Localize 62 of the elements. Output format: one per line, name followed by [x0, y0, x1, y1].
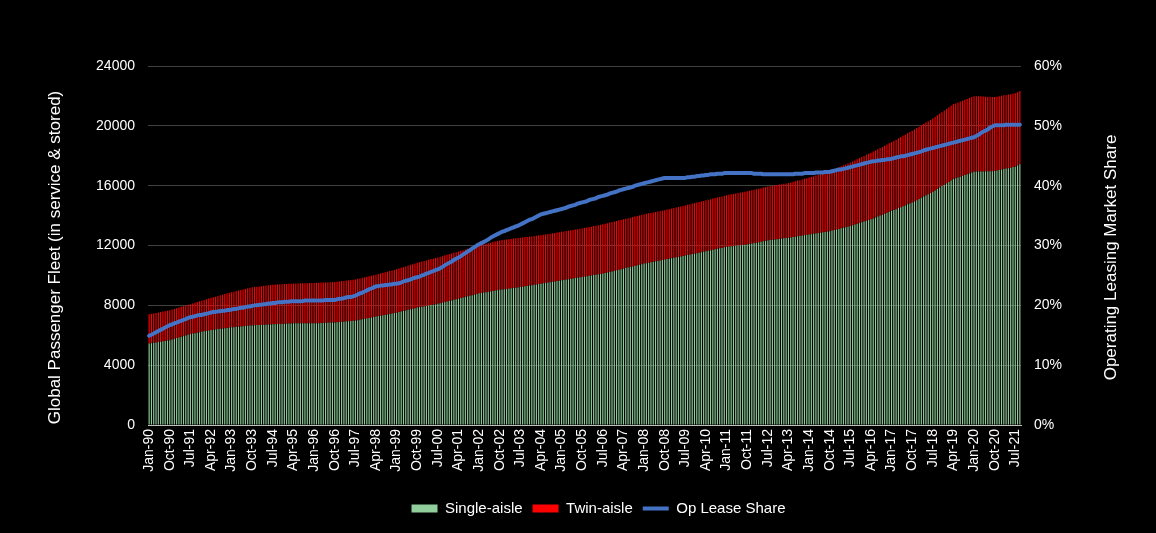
- x-tick-label: Oct-14: [820, 428, 837, 472]
- y2-tick-label: 0%: [1034, 415, 1055, 432]
- x-tick-label: Jul-94: [263, 428, 280, 468]
- x-tick-label: Jan-90: [140, 428, 157, 472]
- x-tick-label: Oct-93: [243, 428, 260, 472]
- x-tick-label: Apr-01: [449, 428, 466, 472]
- x-tick-label: Oct-20: [985, 428, 1002, 472]
- x-tick-label: Jan-08: [634, 428, 651, 472]
- legend-label: Op Lease Share: [676, 498, 786, 516]
- x-tick-label: Jul-00: [428, 428, 445, 468]
- y-tick-label: 8000: [103, 296, 136, 313]
- y-tick-label: 24000: [96, 56, 136, 73]
- y-tick-label: 0: [127, 415, 136, 432]
- x-tick-label: Apr-95: [284, 428, 301, 472]
- x-tick-label: Jan-14: [799, 428, 816, 472]
- legend-label: Single-aisle: [445, 498, 523, 516]
- x-tick-label: Oct-99: [408, 428, 425, 472]
- x-tick-label: Apr-04: [531, 428, 548, 472]
- y2-tick-label: 30%: [1034, 236, 1063, 253]
- y-tick-label: 4000: [103, 356, 136, 373]
- y2-tick-label: 10%: [1034, 356, 1063, 373]
- x-tick-label: Jul-12: [758, 428, 775, 468]
- x-tick-label: Jan-17: [882, 428, 899, 472]
- x-tick-label: Jul-18: [923, 428, 940, 468]
- x-tick-label: Jul-09: [676, 428, 693, 468]
- y2-tick-label: 60%: [1034, 56, 1063, 73]
- y-tick-label: 16000: [96, 176, 136, 193]
- y2-tick-label: 50%: [1034, 116, 1063, 133]
- x-tick-label: Jan-20: [964, 428, 981, 472]
- x-tick-label: Jul-97: [346, 428, 363, 468]
- x-tick-label: Oct-96: [325, 428, 342, 472]
- x-tick-label: Jan-99: [387, 428, 404, 472]
- x-tick-label: Jul-91: [181, 428, 198, 468]
- x-tick-label: Apr-07: [614, 428, 631, 472]
- x-tick-label: Jan-05: [552, 428, 569, 472]
- x-tick-label: Oct-08: [655, 428, 672, 472]
- y-axis-title: Global Passenger Fleet (in service & stored): [44, 90, 64, 425]
- y2-axis-title: Operating Leasing Market Share: [1100, 134, 1120, 381]
- x-tick-label: Oct-17: [903, 428, 920, 472]
- x-tick-label: Apr-10: [696, 428, 713, 472]
- x-tick-label: Apr-92: [201, 428, 218, 472]
- x-tick-label: Jul-15: [841, 428, 858, 468]
- y2-tick-label: 20%: [1034, 296, 1063, 313]
- x-tick-label: Oct-90: [160, 428, 177, 472]
- x-tick-label: Jul-21: [1006, 428, 1023, 468]
- x-tick-label: Oct-02: [490, 428, 507, 472]
- x-tick-label: Apr-16: [861, 428, 878, 472]
- x-tick-label: Jan-02: [469, 428, 486, 472]
- legend-label: Twin-aisle: [566, 498, 633, 516]
- x-tick-label: Jul-06: [593, 428, 610, 468]
- x-tick-label: Jan-93: [222, 428, 239, 472]
- x-tick-label: Apr-98: [366, 428, 383, 472]
- x-tick-label: Oct-11: [738, 428, 755, 470]
- x-tick-label: Apr-13: [779, 428, 796, 472]
- y-tick-label: 12000: [96, 236, 136, 253]
- y-tick-label: 20000: [96, 116, 136, 133]
- x-tick-label: Apr-19: [944, 428, 961, 472]
- x-tick-label: Jan-11: [717, 428, 734, 471]
- y2-tick-label: 40%: [1034, 176, 1063, 193]
- x-tick-label: Jul-03: [511, 428, 528, 468]
- x-tick-label: Jan-96: [304, 428, 321, 472]
- x-tick-label: Oct-05: [573, 428, 590, 472]
